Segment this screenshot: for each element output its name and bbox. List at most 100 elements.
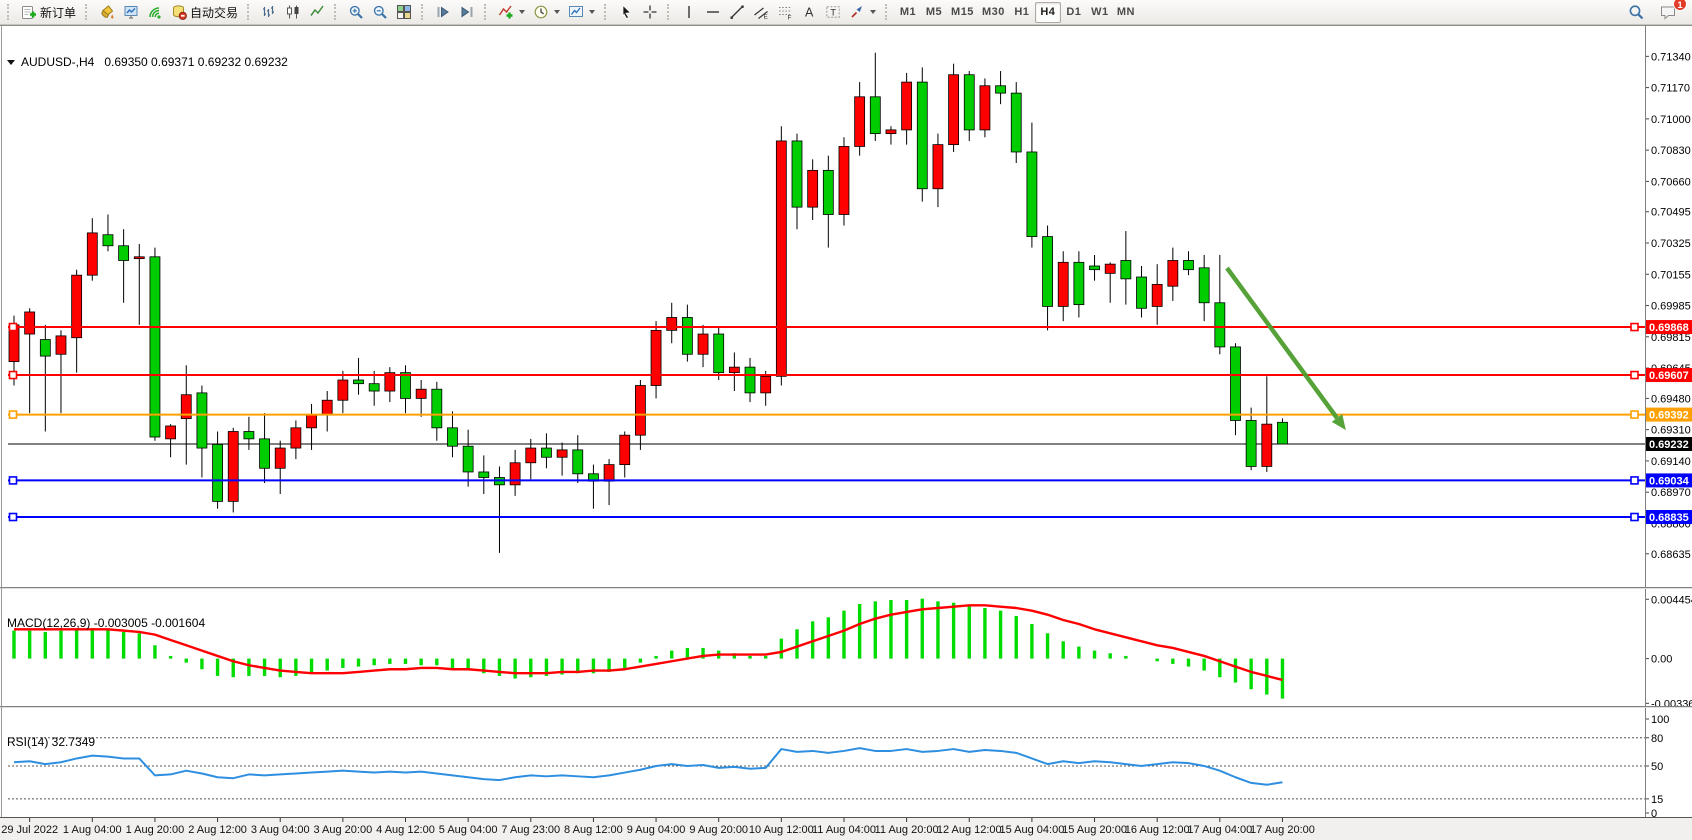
rsi-indicator-label: RSI(14) 32.7349 — [7, 735, 96, 749]
auto-scroll-icon — [435, 4, 451, 20]
toolbar-grip[interactable] — [7, 4, 12, 20]
toolbar-grip[interactable] — [421, 4, 426, 20]
auto-scroll-button[interactable] — [431, 2, 455, 23]
toolbar-grip[interactable] — [247, 4, 252, 20]
vertical-line-button[interactable] — [677, 2, 701, 23]
chart-shift-button[interactable] — [455, 2, 479, 23]
toolbar-group — [342, 0, 418, 24]
timeframe-m30-button[interactable]: M30 — [978, 2, 1009, 23]
timeframe-h1-button[interactable]: H1 — [1009, 2, 1035, 23]
text-button[interactable]: A — [797, 2, 821, 23]
svg-text:29 Jul 2022: 29 Jul 2022 — [1, 824, 58, 836]
horizontal-line-button[interactable] — [701, 2, 725, 23]
candles-mode-button[interactable] — [281, 2, 305, 23]
timeframe-h4-button[interactable]: H4 — [1034, 1, 1061, 23]
periods-button[interactable] — [529, 2, 564, 23]
arrows-tool-button[interactable] — [845, 2, 880, 23]
zoom-out-button[interactable] — [368, 2, 392, 23]
templates-icon — [568, 4, 584, 20]
rsi-line — [13, 747, 1283, 786]
svg-text:16 Aug 12:00: 16 Aug 12:00 — [1125, 824, 1190, 836]
timeframe-m1-button[interactable]: M1 — [895, 2, 921, 23]
signal-button[interactable] — [143, 2, 167, 23]
toolbar-group — [429, 0, 481, 24]
styler-button[interactable] — [95, 2, 119, 23]
bars-mode-button[interactable] — [257, 2, 281, 23]
line-mode-button[interactable] — [305, 2, 329, 23]
timeframe-m15-button[interactable]: M15 — [947, 2, 978, 23]
bars-mode-icon — [261, 4, 277, 20]
svg-text:50: 50 — [1651, 761, 1663, 773]
symbol-dropdown-icon[interactable] — [7, 59, 15, 65]
svg-text:100: 100 — [1651, 714, 1669, 726]
toolbar-grip[interactable] — [667, 4, 672, 20]
market-watch-button[interactable] — [119, 2, 143, 23]
svg-text:9 Aug 04:00: 9 Aug 04:00 — [627, 824, 686, 836]
svg-text:0.68635: 0.68635 — [1651, 549, 1691, 561]
indicators-button[interactable] — [494, 2, 529, 23]
toolbar-grip[interactable] — [85, 4, 90, 20]
hlines-layer[interactable] — [8, 322, 1645, 522]
new-order-button[interactable]: 新订单 — [17, 2, 80, 23]
search-button[interactable] — [1624, 2, 1648, 23]
crosshair-icon — [642, 4, 658, 20]
crosshair-button[interactable] — [638, 2, 662, 23]
templates-button[interactable] — [564, 2, 599, 23]
toolbar-grip[interactable] — [334, 4, 339, 20]
text-label-button[interactable]: T — [821, 2, 845, 23]
market-watch-icon — [123, 4, 139, 20]
chevron-down-icon[interactable] — [554, 10, 561, 14]
svg-text:0.69232: 0.69232 — [1649, 439, 1689, 451]
candles-mode-icon — [285, 4, 301, 20]
toolbar-group — [492, 0, 601, 24]
timeframe-w1-button[interactable]: W1 — [1087, 2, 1113, 23]
timeframe-m5-button[interactable]: M5 — [921, 2, 947, 23]
chevron-down-icon[interactable] — [870, 10, 877, 14]
chart-canvas[interactable]: 0.71340 0.71170 0.71000 0.70830 0.70660 0.704… — [0, 26, 1692, 840]
svg-text:0.69607: 0.69607 — [1649, 370, 1689, 382]
svg-text:3 Aug 20:00: 3 Aug 20:00 — [313, 824, 372, 836]
svg-text:9 Aug 20:00: 9 Aug 20:00 — [689, 824, 748, 836]
periods-icon — [533, 4, 549, 20]
time-axis: 29 Jul 2022 1 Aug 04:00 1 Aug 20:00 2 Aug 1… — [1, 817, 1315, 836]
chevron-down-icon[interactable] — [589, 10, 596, 14]
zoom-in-button[interactable] — [344, 2, 368, 23]
macd-indicator-label: MACD(12,26,9) -0.003005 -0.001604 — [7, 616, 206, 630]
trend-arrow-annotation[interactable] — [1225, 266, 1346, 431]
fibonacci-button[interactable]: F — [773, 2, 797, 23]
svg-text:8 Aug 12:00: 8 Aug 12:00 — [564, 824, 623, 836]
tile-windows-button[interactable] — [392, 2, 416, 23]
chevron-down-icon[interactable] — [519, 10, 526, 14]
svg-text:0.69310: 0.69310 — [1651, 425, 1691, 437]
chart-symbol-period: AUDUSD-,H4 — [21, 55, 95, 69]
svg-text:12 Aug 12:00: 12 Aug 12:00 — [937, 824, 1002, 836]
auto-trading-label: 自动交易 — [190, 5, 239, 20]
svg-text:15 Aug 04:00: 15 Aug 04:00 — [999, 824, 1064, 836]
toolbar: 新订单 自动交易 E F A T M1 M5 M15 M30 H1 H4 D1 W1 MN 1 — [0, 0, 1692, 25]
timeframe-mn-button[interactable]: MN — [1113, 2, 1139, 23]
svg-text:11 Aug 04:00: 11 Aug 04:00 — [812, 824, 876, 836]
channel-button[interactable]: E — [749, 2, 773, 23]
toolbar-grip[interactable] — [604, 4, 609, 20]
svg-text:0.70830: 0.70830 — [1651, 145, 1691, 157]
notification-badge[interactable]: 1 — [1673, 0, 1687, 11]
toolbar-grip[interactable] — [885, 4, 890, 20]
svg-text:3 Aug 04:00: 3 Aug 04:00 — [251, 824, 310, 836]
svg-text:0.69815: 0.69815 — [1651, 332, 1691, 344]
price-tags: 0.69868 0.69607 0.69392 0.69232 0.69034 0.688… — [1646, 320, 1692, 525]
svg-text:17 Aug 04:00: 17 Aug 04:00 — [1187, 824, 1252, 836]
chart-window[interactable]: 0.71340 0.71170 0.71000 0.70830 0.70660 0.704… — [0, 25, 1692, 840]
timeframe-d1-button[interactable]: D1 — [1061, 2, 1087, 23]
cursor-button[interactable] — [614, 2, 638, 23]
toolbar-grip[interactable] — [484, 4, 489, 20]
trendline-button[interactable] — [725, 2, 749, 23]
svg-text:0.71170: 0.71170 — [1651, 83, 1690, 95]
horizontal-line-icon — [705, 4, 721, 20]
text-label-icon: T — [825, 4, 841, 20]
auto-trading-button[interactable]: 自动交易 — [167, 2, 242, 23]
vertical-line-icon — [681, 4, 697, 20]
svg-text:0.69985: 0.69985 — [1651, 301, 1691, 313]
